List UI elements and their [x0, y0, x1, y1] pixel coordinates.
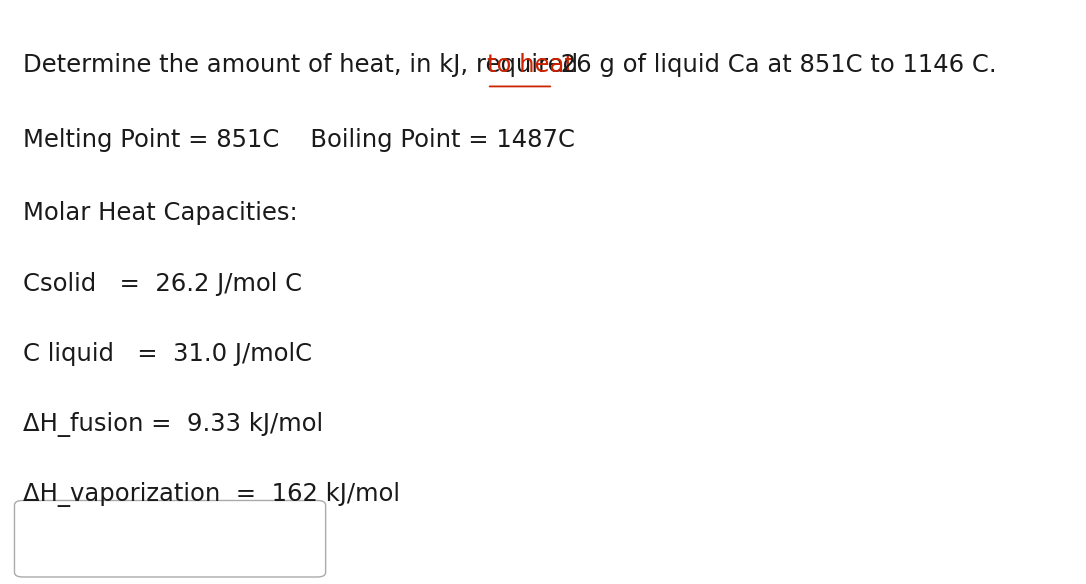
- Text: to heat: to heat: [487, 53, 573, 77]
- FancyBboxPatch shape: [14, 500, 326, 577]
- Text: Molar Heat Capacities:: Molar Heat Capacities:: [23, 201, 298, 225]
- Text: ΔH_vaporization  =  162 kJ/mol: ΔH_vaporization = 162 kJ/mol: [23, 482, 400, 507]
- Text: Melting Point = 851C    Boiling Point = 1487C: Melting Point = 851C Boiling Point = 148…: [23, 128, 574, 152]
- Text: Determine the amount of heat, in kJ, required: Determine the amount of heat, in kJ, req…: [23, 53, 585, 77]
- Text: C liquid   =  31.0 J/molC: C liquid = 31.0 J/molC: [23, 342, 312, 366]
- Text: Csolid   =  26.2 J/mol C: Csolid = 26.2 J/mol C: [23, 272, 302, 296]
- Text: ΔH_fusion =  9.33 kJ/mol: ΔH_fusion = 9.33 kJ/mol: [23, 412, 323, 437]
- Text: 26 g of liquid Ca at 851C to 1146 C.: 26 g of liquid Ca at 851C to 1146 C.: [553, 53, 997, 77]
